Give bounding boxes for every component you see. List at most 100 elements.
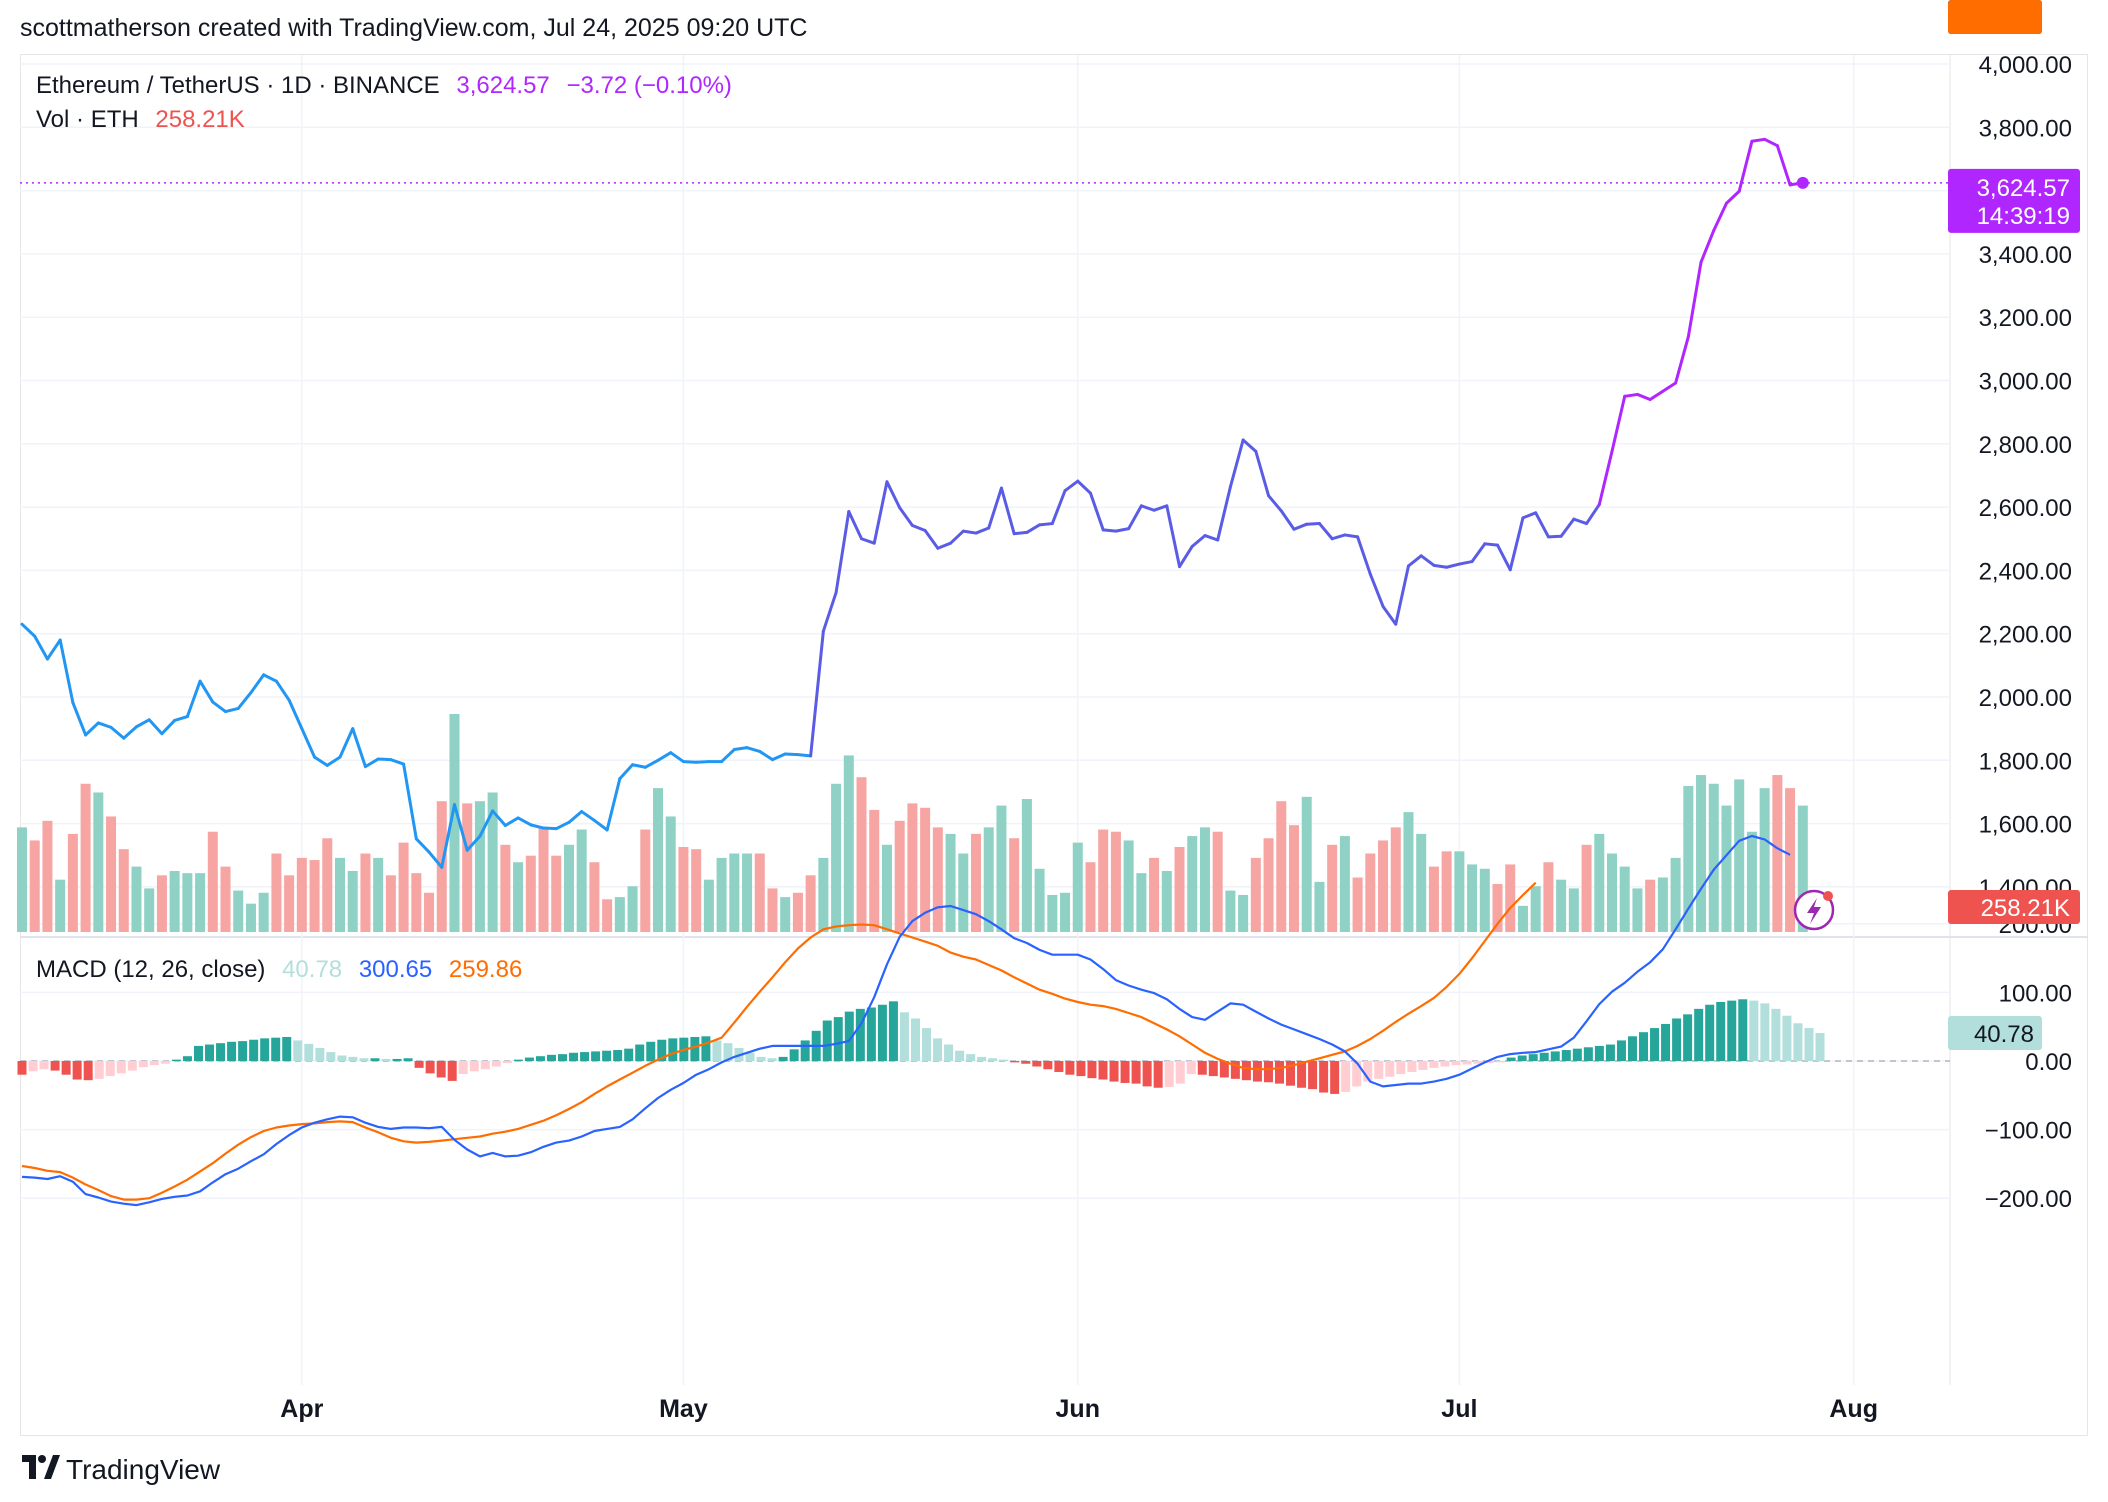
price-line-segment xyxy=(1152,504,1169,512)
macd-histogram-bar xyxy=(546,1054,556,1061)
macd-histogram-bar xyxy=(1738,999,1748,1061)
macd-histogram-bar xyxy=(778,1056,788,1061)
volume-bar xyxy=(576,829,587,932)
volume-bar xyxy=(983,827,994,932)
price-line-segment xyxy=(1775,144,1792,187)
tradingview-logo[interactable]: TradingView xyxy=(22,1453,220,1487)
price-line-segment xyxy=(1394,564,1410,626)
volume-bar xyxy=(856,777,867,932)
price-line-segment xyxy=(1712,201,1728,232)
macd-histogram-bar xyxy=(39,1061,49,1070)
macd-histogram-bar xyxy=(182,1056,192,1061)
macd-tick-label: 0.00 xyxy=(2025,1049,2072,1076)
macd-histogram-bar xyxy=(944,1044,954,1061)
price-tick-label: 3,000.00 xyxy=(1979,369,2072,396)
macd-label[interactable]: MACD (12, 26, close) xyxy=(36,956,266,983)
volume-bar xyxy=(398,842,409,932)
macd-histogram-bar xyxy=(271,1037,281,1061)
macd-legend: MACD (12, 26, close) 40.78 300.65 259.86 xyxy=(36,956,532,984)
macd-histogram-bar xyxy=(1341,1061,1351,1092)
macd-histogram-bar xyxy=(193,1045,203,1061)
macd-histogram-bar xyxy=(580,1052,590,1061)
price-line-segment xyxy=(1419,554,1436,567)
macd-histogram-bar xyxy=(1793,1023,1803,1061)
volume-bar xyxy=(284,875,295,932)
price-line-segment xyxy=(1101,528,1118,533)
price-line-segment xyxy=(45,638,62,661)
price-line-segment xyxy=(20,622,37,638)
price-tick-label: 2,000.00 xyxy=(1979,685,2072,712)
volume-bar xyxy=(920,807,931,932)
price-line-segment xyxy=(1496,543,1512,572)
price-line-segment xyxy=(732,746,749,752)
price-tick-label: 3,800.00 xyxy=(1979,115,2072,142)
symbol-label[interactable]: Ethereum / TetherUS · 1D · BINANCE xyxy=(36,72,440,99)
macd-histogram-bar xyxy=(83,1061,93,1081)
macd-histogram-bar xyxy=(833,1017,843,1061)
volume-label[interactable]: Vol · ETH xyxy=(36,106,139,133)
volume-bar xyxy=(156,875,167,932)
chart-frame xyxy=(20,54,2088,1436)
price-line-segment xyxy=(1127,504,1143,531)
price-line-segment xyxy=(1737,139,1754,193)
macd-histogram-bar xyxy=(1539,1052,1549,1061)
price-line-segment xyxy=(1241,438,1258,453)
macd-histogram-bar xyxy=(855,1008,865,1061)
macd-histogram-bar xyxy=(1484,1061,1494,1064)
macd-histogram-bar xyxy=(822,1020,832,1061)
price-line-segment xyxy=(122,725,138,740)
macd-histogram-bar xyxy=(315,1047,325,1061)
macd-histogram-bar xyxy=(403,1058,413,1061)
price-line-segment xyxy=(1267,494,1283,513)
price-line-segment xyxy=(936,541,953,550)
macd-histogram-bar xyxy=(1087,1061,1097,1079)
macd-histogram-bar xyxy=(1352,1061,1362,1087)
volume-bar xyxy=(907,803,918,932)
price-line-segment xyxy=(1508,516,1525,572)
price-line-segment xyxy=(758,749,774,762)
macd-histogram-bar xyxy=(127,1061,137,1071)
volume-bar xyxy=(653,788,663,932)
price-line-segment xyxy=(1088,491,1105,532)
macd-histogram-bar xyxy=(1319,1061,1329,1093)
volume-bar xyxy=(1352,877,1363,932)
price-line-segment xyxy=(898,506,914,527)
price-line-segment xyxy=(1025,523,1042,534)
volume-bar xyxy=(1238,894,1249,932)
macd-histogram-bar xyxy=(866,1007,876,1061)
price-line-segment xyxy=(478,809,495,838)
price-line-segment xyxy=(821,591,838,633)
price-line-segment xyxy=(440,803,456,869)
macd-histogram-bar xyxy=(1396,1061,1406,1075)
signal-line-tag xyxy=(1948,0,2042,34)
macd-histogram-bar xyxy=(1440,1061,1450,1067)
macd-histogram-bar xyxy=(1771,1008,1781,1061)
price-line-segment xyxy=(1750,137,1767,143)
price-line-segment xyxy=(1343,533,1360,539)
macd-tick-label: 100.00 xyxy=(1999,980,2072,1007)
volume-bar xyxy=(1136,873,1147,932)
macd-histogram-bar xyxy=(260,1038,270,1061)
chart-attribution: scottmatherson created with TradingView.… xyxy=(20,14,808,42)
volume-bar xyxy=(80,783,91,932)
volume-bar xyxy=(1619,866,1630,932)
volume-bar xyxy=(1390,827,1401,932)
macd-histogram-bar xyxy=(1109,1061,1119,1082)
macd-histogram-bar xyxy=(491,1061,501,1067)
macd-histogram-bar xyxy=(569,1052,579,1061)
price-line-segment xyxy=(1216,485,1232,542)
volume-bar xyxy=(1098,829,1109,932)
macd-histogram-bar xyxy=(1263,1061,1273,1083)
macd-hist-value: 40.78 xyxy=(282,956,343,983)
price-line-segment xyxy=(1559,517,1576,538)
macd-histogram-bar xyxy=(1241,1061,1251,1081)
macd-histogram-bar xyxy=(425,1061,435,1074)
price-line-segment xyxy=(1597,449,1614,507)
price-line-segment xyxy=(1432,563,1449,569)
price-line-segment xyxy=(1610,394,1627,453)
macd-histogram-bar xyxy=(999,1059,1009,1061)
macd-histogram-bar xyxy=(1065,1061,1075,1075)
volume-bar xyxy=(881,844,892,932)
volume-bar xyxy=(513,862,524,932)
